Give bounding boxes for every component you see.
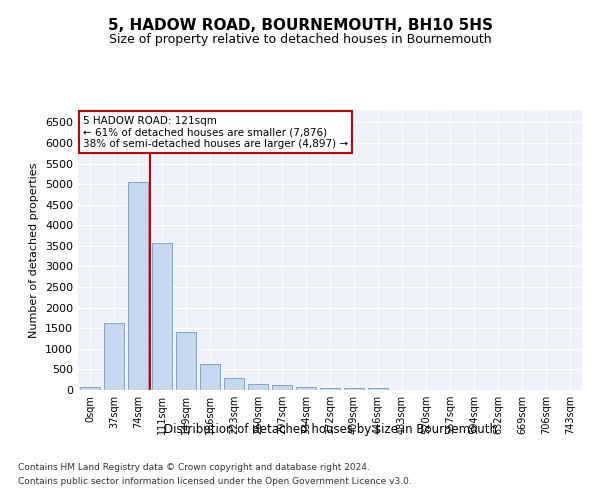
Bar [176, 332, 196, 390]
Text: 5 HADOW ROAD: 121sqm
← 61% of detached houses are smaller (7,876)
38% of semi-de: 5 HADOW ROAD: 121sqm ← 61% of detached h… [83, 116, 348, 149]
Bar [200, 364, 220, 390]
Y-axis label: Number of detached properties: Number of detached properties [29, 162, 40, 338]
Bar [368, 388, 388, 390]
Bar [320, 388, 340, 390]
Text: Contains HM Land Registry data © Crown copyright and database right 2024.: Contains HM Land Registry data © Crown c… [18, 462, 370, 471]
Bar [104, 323, 124, 390]
Bar [128, 182, 148, 390]
Text: Size of property relative to detached houses in Bournemouth: Size of property relative to detached ho… [109, 32, 491, 46]
Text: 5, HADOW ROAD, BOURNEMOUTH, BH10 5HS: 5, HADOW ROAD, BOURNEMOUTH, BH10 5HS [107, 18, 493, 32]
Bar [224, 378, 244, 390]
Bar [80, 387, 100, 390]
Bar [272, 386, 292, 390]
Bar [296, 387, 316, 390]
Text: Distribution of detached houses by size in Bournemouth: Distribution of detached houses by size … [163, 422, 497, 436]
Bar [344, 388, 364, 390]
Text: Contains public sector information licensed under the Open Government Licence v3: Contains public sector information licen… [18, 478, 412, 486]
Bar [152, 242, 172, 390]
Bar [248, 384, 268, 390]
